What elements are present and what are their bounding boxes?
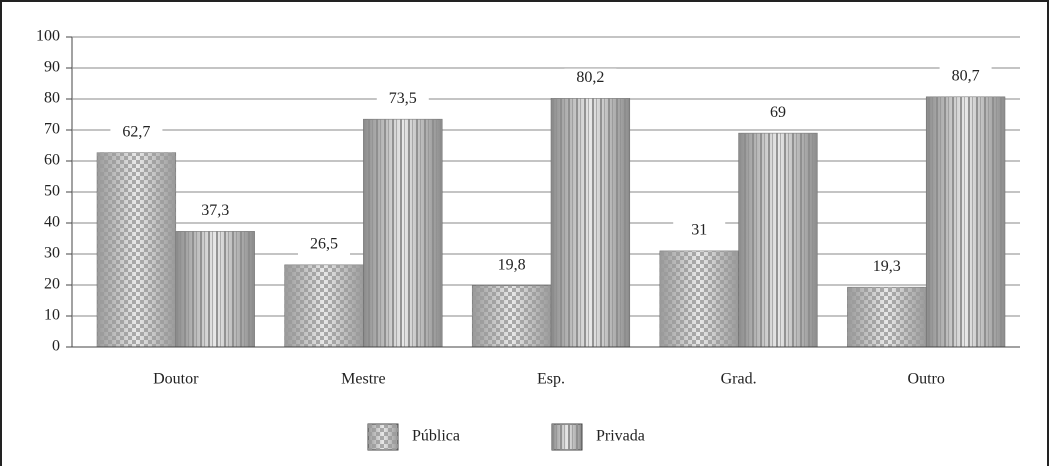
y-tick-label: 50 [44, 183, 60, 200]
data-label: 62,7 [122, 123, 150, 140]
bar-pattern [284, 264, 364, 347]
label-bg [673, 220, 726, 241]
x-tick-label: Grad. [721, 371, 757, 388]
bar-pattern [472, 285, 551, 347]
x-tick-label: Doutor [153, 371, 199, 388]
bar-pattern [926, 96, 1005, 347]
y-tick-label: 100 [36, 28, 60, 45]
data-label: 19,8 [498, 256, 526, 273]
data-label: 19,3 [873, 258, 901, 275]
data-label: 26,5 [310, 236, 338, 253]
legend-label: Pública [412, 428, 460, 445]
bar-pattern [551, 98, 630, 347]
y-tick-label: 70 [44, 121, 60, 138]
bar-pattern [659, 250, 739, 347]
bar-pattern [97, 152, 176, 347]
y-tick-label: 20 [44, 276, 60, 293]
label-bg [298, 234, 351, 255]
legend-swatch-pattern [552, 424, 582, 450]
label-bg [110, 122, 163, 143]
label-bg [939, 66, 992, 87]
bar-pattern [847, 287, 927, 347]
bar-pattern [363, 119, 443, 348]
label-bg [189, 201, 242, 222]
label-bg [564, 68, 617, 89]
data-label: 31 [691, 222, 707, 239]
data-label: 80,2 [576, 69, 604, 86]
y-tick-label: 0 [52, 338, 60, 355]
data-label: 80,7 [952, 68, 980, 85]
bar-pattern [738, 133, 818, 347]
y-tick-label: 40 [44, 214, 60, 231]
bar-pattern [175, 231, 255, 347]
y-tick-label: 30 [44, 245, 60, 262]
y-tick-label: 60 [44, 152, 60, 169]
label-bg [376, 89, 429, 110]
legend-label: Privada [596, 428, 645, 445]
x-tick-label: Mestre [341, 371, 385, 388]
x-tick-label: Outro [908, 371, 945, 388]
data-label: 69 [770, 104, 786, 121]
x-tick-label: Esp. [537, 371, 565, 388]
data-label: 73,5 [389, 90, 417, 107]
y-tick-label: 10 [44, 307, 60, 324]
y-tick-label: 90 [44, 59, 60, 76]
y-tick-label: 80 [44, 90, 60, 107]
label-bg [485, 255, 538, 276]
data-label: 37,3 [201, 202, 229, 219]
label-bg [860, 257, 913, 278]
label-bg [751, 103, 804, 124]
legend-swatch-pattern [368, 424, 398, 450]
